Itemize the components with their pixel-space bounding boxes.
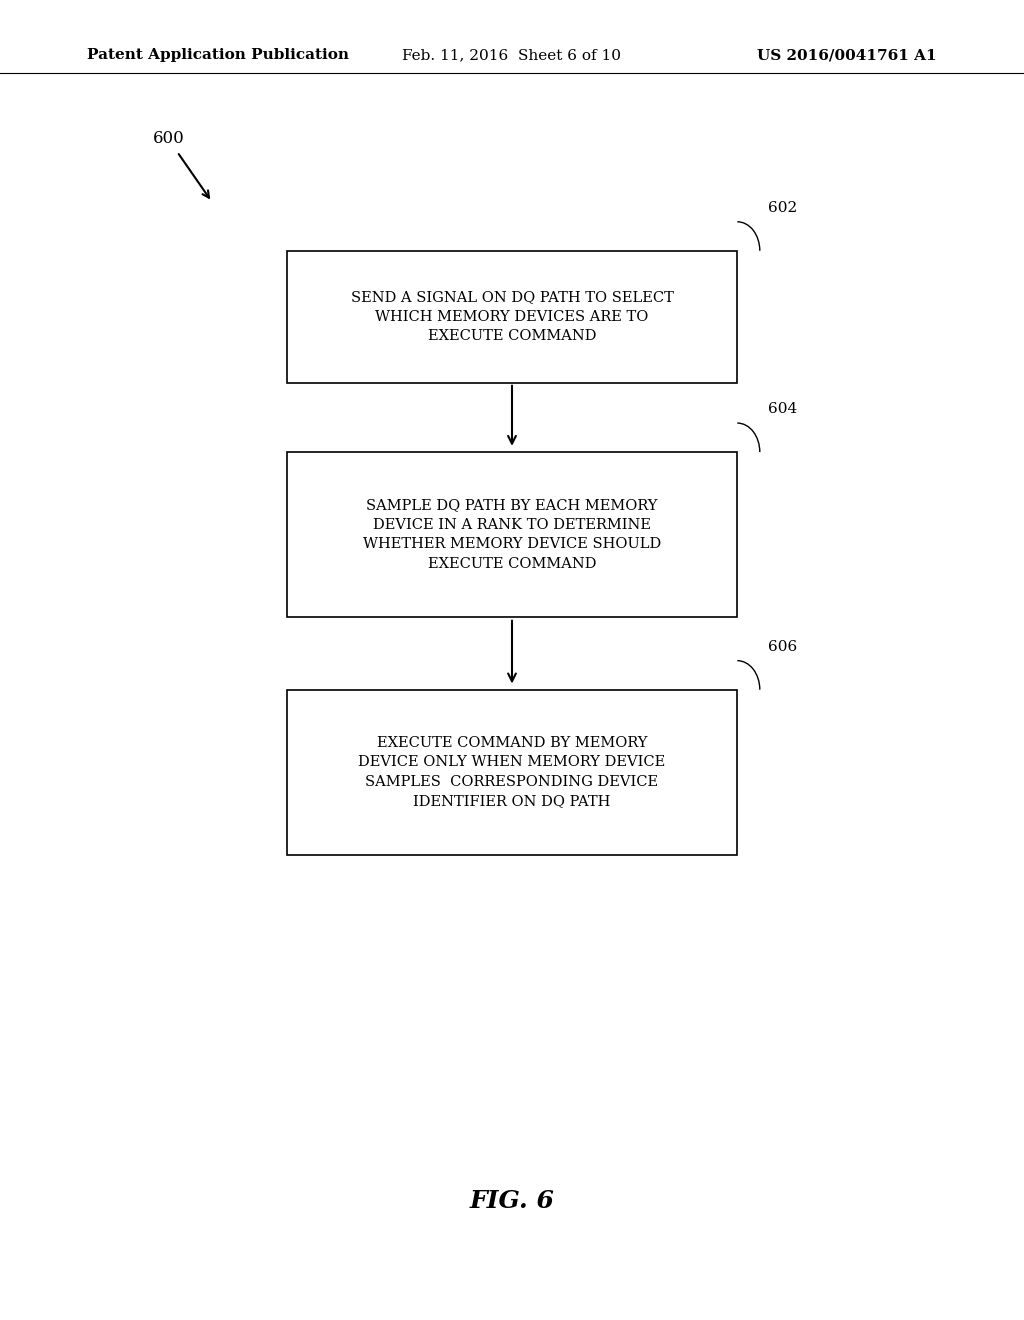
Text: SEND A SIGNAL ON DQ PATH TO SELECT
WHICH MEMORY DEVICES ARE TO
EXECUTE COMMAND: SEND A SIGNAL ON DQ PATH TO SELECT WHICH…	[350, 290, 674, 343]
Text: 600: 600	[153, 131, 185, 147]
Text: FIG. 6: FIG. 6	[470, 1189, 554, 1213]
Text: Patent Application Publication: Patent Application Publication	[87, 49, 349, 62]
Text: 604: 604	[768, 403, 798, 417]
Bar	[287, 251, 737, 383]
Text: 606: 606	[768, 640, 798, 655]
Text: Feb. 11, 2016  Sheet 6 of 10: Feb. 11, 2016 Sheet 6 of 10	[402, 49, 622, 62]
Text: US 2016/0041761 A1: US 2016/0041761 A1	[758, 49, 937, 62]
Bar	[287, 451, 737, 618]
Bar	[287, 689, 737, 855]
Text: EXECUTE COMMAND BY MEMORY
DEVICE ONLY WHEN MEMORY DEVICE
SAMPLES  CORRESPONDING : EXECUTE COMMAND BY MEMORY DEVICE ONLY WH…	[358, 737, 666, 808]
Text: 602: 602	[768, 201, 798, 215]
Text: SAMPLE DQ PATH BY EACH MEMORY
DEVICE IN A RANK TO DETERMINE
WHETHER MEMORY DEVIC: SAMPLE DQ PATH BY EACH MEMORY DEVICE IN …	[362, 499, 662, 570]
